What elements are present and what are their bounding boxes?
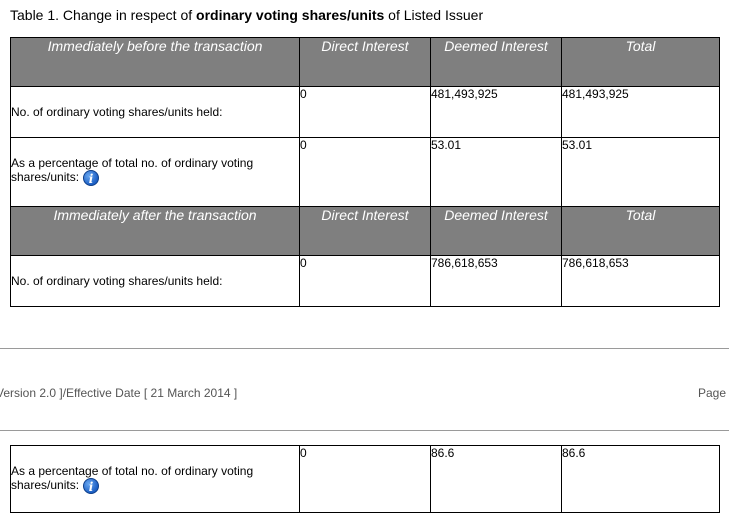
- header-total: Total: [561, 37, 720, 87]
- row-label: As a percentage of total no. of ordinary…: [10, 445, 300, 513]
- footer-version: Version 2.0 ]/Effective Date [ 21 March …: [0, 386, 238, 400]
- table-row: No. of ordinary voting shares/units held…: [10, 86, 720, 138]
- total-value: 786,618,653: [561, 255, 720, 307]
- row-label: No. of ordinary voting shares/units held…: [10, 86, 300, 138]
- shares-table: Immediately before the transaction Direc…: [10, 37, 720, 307]
- direct-value: 0: [299, 255, 431, 307]
- header-total: Total: [561, 206, 720, 256]
- header-row-after: Immediately after the transaction Direct…: [10, 206, 720, 256]
- page-divider: [0, 348, 729, 349]
- total-value: 86.6: [561, 445, 720, 513]
- table-title: Table 1. Change in respect of ordinary v…: [10, 7, 484, 23]
- table-row: As a percentage of total no. of ordinary…: [10, 137, 720, 207]
- header-direct-interest: Direct Interest: [299, 37, 431, 87]
- footer-page: Page: [697, 386, 726, 400]
- header-after: Immediately after the transaction: [10, 206, 300, 256]
- info-icon[interactable]: i: [83, 170, 100, 186]
- table-row: As a percentage of total no. of ordinary…: [10, 445, 720, 513]
- header-row-before: Immediately before the transaction Direc…: [10, 37, 720, 87]
- direct-value: 0: [299, 445, 431, 513]
- shares-table-continued: As a percentage of total no. of ordinary…: [10, 445, 720, 513]
- page-divider: [0, 430, 729, 431]
- row-label: No. of ordinary voting shares/units held…: [10, 255, 300, 307]
- header-before: Immediately before the transaction: [10, 37, 300, 87]
- direct-value: 0: [299, 86, 431, 138]
- table-row: No. of ordinary voting shares/units held…: [10, 255, 720, 307]
- deemed-value: 786,618,653: [430, 255, 562, 307]
- deemed-value: 53.01: [430, 137, 562, 207]
- header-deemed-interest: Deemed Interest: [430, 37, 562, 87]
- deemed-value: 86.6: [430, 445, 562, 513]
- total-value: 481,493,925: [561, 86, 720, 138]
- header-deemed-interest: Deemed Interest: [430, 206, 562, 256]
- info-icon[interactable]: i: [83, 478, 100, 494]
- header-direct-interest: Direct Interest: [299, 206, 431, 256]
- direct-value: 0: [299, 137, 431, 207]
- total-value: 53.01: [561, 137, 720, 207]
- row-label: As a percentage of total no. of ordinary…: [10, 137, 300, 207]
- deemed-value: 481,493,925: [430, 86, 562, 138]
